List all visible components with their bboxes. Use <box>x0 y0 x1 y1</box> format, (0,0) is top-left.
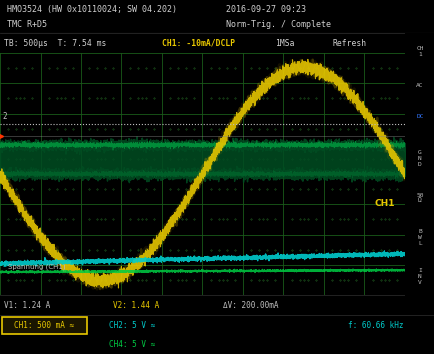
FancyBboxPatch shape <box>2 317 87 334</box>
Text: TMC R+D5: TMC R+D5 <box>7 20 46 29</box>
Text: L: L <box>2 175 6 181</box>
Text: Norm-Trig. / Complete: Norm-Trig. / Complete <box>226 20 330 29</box>
Text: ΔV: 200.00mA: ΔV: 200.00mA <box>222 301 278 309</box>
Text: 2016-09-27 09:23: 2016-09-27 09:23 <box>226 5 306 14</box>
Text: AC: AC <box>415 83 423 88</box>
Text: HMO3524 (HW 0x10110024; SW 04.202): HMO3524 (HW 0x10110024; SW 04.202) <box>7 5 176 14</box>
Text: CH4: 5 V ≈: CH4: 5 V ≈ <box>108 340 155 349</box>
Text: 2: 2 <box>2 112 7 121</box>
Text: CH
1: CH 1 <box>415 46 423 57</box>
Text: TB: 500μs  T: 7.54 ms: TB: 500μs T: 7.54 ms <box>4 39 106 47</box>
Text: Spannung (CH1): Spannung (CH1) <box>8 264 66 270</box>
Text: DC: DC <box>415 114 423 119</box>
Text: V1: 1.24 A: V1: 1.24 A <box>4 301 50 309</box>
Text: Refresh: Refresh <box>331 39 365 47</box>
Text: B
W
L: B W L <box>417 229 421 246</box>
Text: f: 60.66 kHz: f: 60.66 kHz <box>347 321 403 330</box>
Text: CH1: 500 mA ≈: CH1: 500 mA ≈ <box>14 321 74 330</box>
Text: CH2: 5 V ≈: CH2: 5 V ≈ <box>108 321 155 330</box>
Text: G
N
D: G N D <box>417 150 421 167</box>
Text: I
N
V: I N V <box>417 268 421 285</box>
Text: 2: 2 <box>2 262 6 268</box>
Text: V2: 1.44 A: V2: 1.44 A <box>113 301 159 309</box>
Text: 1MSa: 1MSa <box>275 39 294 47</box>
Text: CH1: -10mA/DCLP: CH1: -10mA/DCLP <box>161 39 235 47</box>
Text: CH1: CH1 <box>374 199 394 207</box>
Text: 50
Ω: 50 Ω <box>415 193 423 204</box>
